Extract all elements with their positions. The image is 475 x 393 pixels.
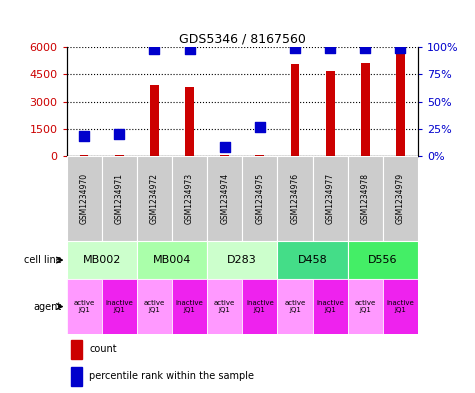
Text: count: count [89, 344, 117, 354]
Bar [71, 340, 82, 359]
Point [361, 45, 369, 51]
Text: D283: D283 [228, 255, 257, 265]
Bar [172, 279, 207, 334]
Bar [207, 156, 242, 241]
Bar [66, 156, 102, 241]
Point [221, 144, 228, 151]
Bar [313, 156, 348, 241]
Bar [220, 155, 229, 156]
Bar [348, 279, 383, 334]
Bar [383, 279, 418, 334]
Bar [102, 279, 137, 334]
Bar [361, 62, 370, 156]
Text: GSM1234979: GSM1234979 [396, 173, 405, 224]
Bar [277, 241, 348, 279]
Point [256, 123, 264, 130]
Bar [137, 156, 172, 241]
Text: cell line: cell line [24, 255, 62, 265]
Text: GSM1234975: GSM1234975 [256, 173, 264, 224]
Text: inactive
JQ1: inactive JQ1 [316, 300, 344, 313]
Bar [277, 279, 313, 334]
Bar [115, 155, 124, 156]
Text: GSM1234973: GSM1234973 [185, 173, 194, 224]
Bar [66, 279, 102, 334]
Text: active
JQ1: active JQ1 [144, 300, 165, 313]
Bar [326, 71, 334, 156]
Bar [313, 279, 348, 334]
Bar [277, 156, 313, 241]
Text: active
JQ1: active JQ1 [214, 300, 235, 313]
Text: agent: agent [34, 301, 62, 312]
Point [397, 45, 404, 51]
Point [80, 133, 88, 140]
Point [326, 45, 334, 51]
Point [186, 46, 193, 53]
Bar [207, 279, 242, 334]
Text: GSM1234977: GSM1234977 [326, 173, 334, 224]
Bar [242, 279, 277, 334]
Title: GDS5346 / 8167560: GDS5346 / 8167560 [179, 33, 306, 46]
Text: inactive
JQ1: inactive JQ1 [246, 300, 274, 313]
Text: inactive
JQ1: inactive JQ1 [105, 300, 133, 313]
Bar [102, 156, 137, 241]
Text: GSM1234976: GSM1234976 [291, 173, 299, 224]
Bar [348, 241, 418, 279]
Text: D458: D458 [298, 255, 327, 265]
Point [151, 46, 158, 53]
Bar [137, 279, 172, 334]
Text: GSM1234970: GSM1234970 [80, 173, 88, 224]
Bar [172, 156, 207, 241]
Bar [291, 64, 299, 156]
Bar [150, 85, 159, 156]
Bar [242, 156, 277, 241]
Text: active
JQ1: active JQ1 [285, 300, 305, 313]
Point [115, 131, 123, 138]
Text: GSM1234978: GSM1234978 [361, 173, 370, 224]
Text: active
JQ1: active JQ1 [74, 300, 95, 313]
Text: GSM1234972: GSM1234972 [150, 173, 159, 224]
Bar [185, 87, 194, 156]
Text: MB002: MB002 [83, 255, 121, 265]
Bar [383, 156, 418, 241]
Bar [207, 241, 277, 279]
Text: active
JQ1: active JQ1 [355, 300, 376, 313]
Text: MB004: MB004 [153, 255, 191, 265]
Bar [137, 241, 207, 279]
Bar [71, 367, 82, 386]
Bar [66, 241, 137, 279]
Text: inactive
JQ1: inactive JQ1 [176, 300, 203, 313]
Text: GSM1234974: GSM1234974 [220, 173, 229, 224]
Bar [348, 156, 383, 241]
Bar [80, 155, 88, 156]
Text: GSM1234971: GSM1234971 [115, 173, 124, 224]
Text: D556: D556 [368, 255, 398, 265]
Text: inactive
JQ1: inactive JQ1 [387, 300, 414, 313]
Bar [256, 155, 264, 156]
Point [291, 45, 299, 51]
Bar [396, 48, 405, 156]
Text: percentile rank within the sample: percentile rank within the sample [89, 371, 255, 382]
